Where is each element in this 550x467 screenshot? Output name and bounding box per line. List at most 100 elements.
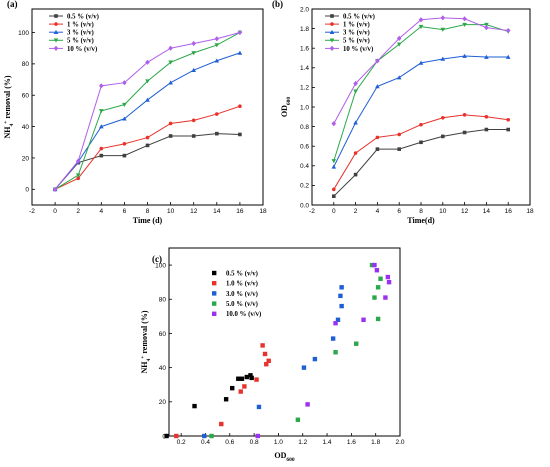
data-point: [164, 433, 169, 439]
panel-label: (a): [7, 0, 18, 9]
legend-marker: [330, 22, 334, 26]
legend-entry: 10 % (v/v): [343, 46, 373, 53]
data-point: [484, 115, 489, 119]
data-point: [191, 134, 196, 138]
data-point: [372, 295, 377, 300]
x-tick-label: 8: [419, 208, 423, 215]
legend-marker: [330, 14, 334, 18]
data-point: [385, 274, 391, 280]
legend-marker: [53, 29, 59, 34]
data-point: [215, 112, 219, 116]
series-1 % (v/v): [53, 104, 242, 192]
x-tick-label: 1.0: [274, 439, 283, 446]
x-axis-label: Time(d): [407, 216, 435, 225]
data-point: [99, 83, 104, 89]
x-tick-label: 1.6: [347, 439, 356, 446]
data-point: [168, 80, 173, 85]
data-point: [236, 376, 241, 381]
plot-frame-2: [168, 247, 401, 437]
data-point: [99, 124, 104, 129]
legend-entry: 5.0 % (v/v): [226, 301, 258, 308]
legend-marker: [212, 270, 217, 276]
x-tick-label: 0: [53, 208, 57, 215]
x-tick-label: 16: [236, 208, 244, 215]
legend-entry: 1.0 % (v/v): [226, 281, 258, 288]
data-point: [122, 116, 127, 121]
data-point: [375, 316, 381, 322]
data-point: [440, 56, 446, 61]
x-tick-label: 1.2: [298, 439, 307, 446]
data-point: [335, 317, 341, 322]
x-tick-label: 4: [99, 208, 103, 215]
data-point: [418, 24, 424, 29]
data-point: [122, 153, 127, 158]
legend-marker: [53, 45, 59, 51]
data-point: [396, 35, 402, 41]
legend-entry: 1 % (v/v): [67, 22, 94, 29]
x-tick-label: 0.4: [201, 439, 210, 446]
data-point: [238, 132, 242, 137]
data-point: [262, 351, 268, 357]
data-point: [378, 276, 383, 281]
x-tick-label: 2: [76, 208, 80, 215]
y-tick-label: 60: [22, 93, 30, 100]
data-point: [441, 115, 445, 120]
data-point: [295, 417, 301, 422]
data-point: [305, 402, 310, 407]
data-point: [122, 80, 127, 86]
legend-marker: [54, 14, 58, 18]
data-point: [191, 40, 196, 47]
data-point: [506, 127, 510, 132]
data-point: [237, 50, 243, 55]
x-tick-label: 14: [483, 208, 491, 215]
data-point: [331, 159, 337, 164]
data-point: [254, 377, 259, 382]
data-point: [396, 42, 402, 47]
data-point: [145, 79, 150, 84]
y-axis-label: NH4+ removal (%): [3, 75, 15, 138]
data-point: [386, 279, 392, 285]
data-point: [301, 365, 307, 370]
legend-entry: 0.5 % (v/v): [343, 13, 375, 20]
y-tick-label: 0.4: [300, 163, 309, 170]
data-point: [375, 58, 380, 64]
y-tick-label: 1.6: [300, 46, 309, 53]
series-line: [54, 32, 241, 190]
panel-label: (c): [152, 254, 162, 264]
x-tick-label: 1.8: [371, 439, 380, 446]
x-tick-label: 16: [505, 208, 513, 215]
series-0.5 % (v/v): [164, 373, 254, 439]
data-point: [99, 153, 104, 158]
data-point: [215, 131, 219, 136]
data-point: [383, 295, 388, 300]
y-axis-label: NH4+ removal (%): [140, 310, 152, 373]
x-tick-label: 2: [354, 208, 358, 215]
series-1.0 % (v/v): [174, 343, 271, 439]
x-tick-label: 10: [167, 208, 175, 215]
data-point: [440, 27, 446, 32]
y-axis-label: OD600: [280, 97, 292, 118]
data-point: [419, 140, 423, 145]
data-point: [441, 134, 445, 139]
y-tick-label: 80: [159, 297, 167, 304]
data-point: [145, 135, 150, 140]
data-point: [354, 341, 359, 346]
series-10 % (v/v): [52, 29, 243, 192]
data-point: [174, 433, 179, 439]
data-point: [397, 147, 401, 151]
data-point: [75, 158, 81, 164]
x-tick-label: 4: [376, 208, 380, 215]
data-point: [214, 36, 220, 42]
data-point: [462, 113, 467, 117]
data-point: [462, 53, 467, 58]
data-point: [145, 143, 150, 148]
data-point: [338, 293, 343, 299]
legend-marker: [329, 38, 335, 43]
series-3.0 % (v/v): [202, 285, 344, 439]
data-point: [202, 433, 207, 439]
x-tick-label: 8: [146, 208, 150, 215]
data-point: [331, 164, 337, 169]
data-point: [331, 121, 337, 127]
series-1 % (v/v): [332, 113, 511, 192]
